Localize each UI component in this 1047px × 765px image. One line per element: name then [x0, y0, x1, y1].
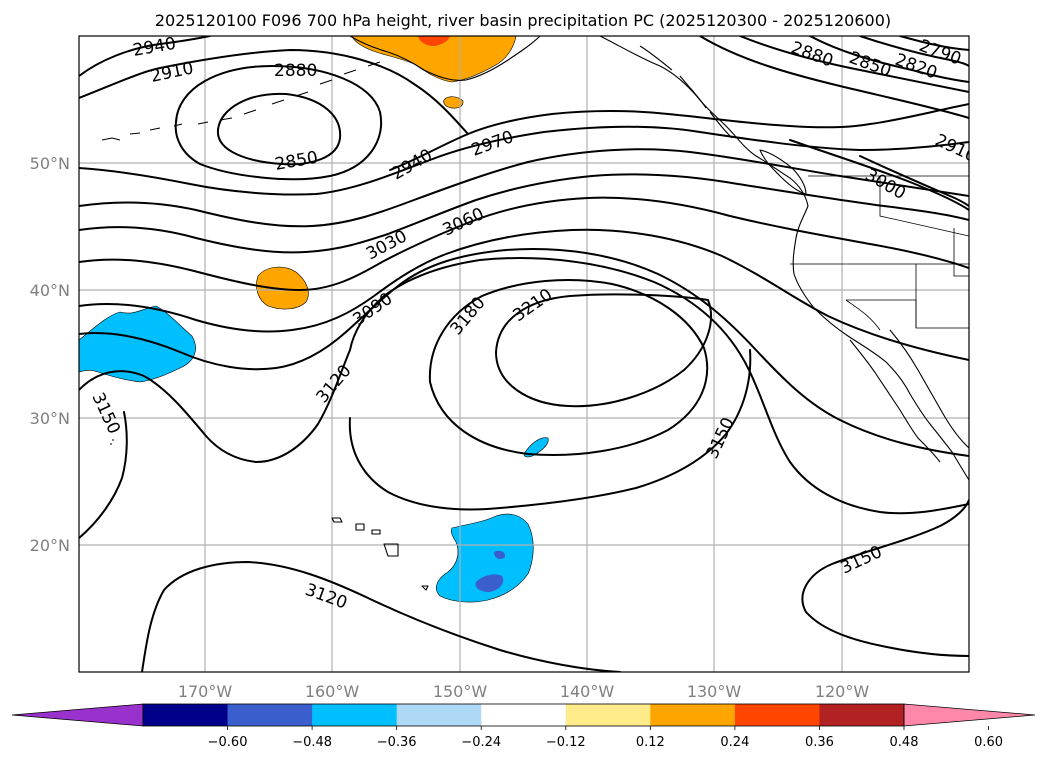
contour-3150-south [79, 411, 128, 539]
colorbar-segment [565, 704, 651, 726]
colorbar-segment [734, 704, 820, 726]
contour-3060 [79, 196, 969, 291]
lat-label-20n: 20°N [30, 536, 70, 555]
contour-3090 [79, 228, 969, 361]
longitude-labels: 170°W 160°W 150°W 140°W 130°W 120°W [178, 682, 870, 701]
label-2880-low: 2880 [274, 61, 317, 81]
colorbar-segment [650, 704, 736, 726]
colorbar-segment [819, 704, 905, 726]
map-title: 2025120100 F096 700 hPa height, river ba… [155, 11, 891, 30]
contour-3210 [495, 293, 712, 408]
shade-red-north [418, 36, 450, 46]
colorbar: −0.60 −0.48 −0.36 −0.24 −0.12 0.12 0.24 0.36 0.4… [11, 703, 1036, 750]
lat-label-40n: 40°N [30, 281, 70, 300]
map-frame [78, 35, 970, 673]
shade-orange-40n [256, 266, 309, 310]
lon-label-140w: 140°W [560, 682, 615, 701]
shade-orange-small [443, 96, 464, 109]
shade-blue-small-east [523, 437, 549, 458]
shade-orange-north [351, 36, 517, 83]
contour-3150-west [79, 349, 351, 463]
contour-3030 [79, 173, 969, 254]
shade-royalblue-1 [494, 550, 506, 560]
colorbar-segment [396, 704, 482, 726]
colorbar-tick-label: 0.48 [890, 735, 919, 750]
lon-label-170w: 170°W [178, 682, 233, 701]
lon-label-130w: 130°W [687, 682, 742, 701]
colorbar-segment [481, 704, 567, 726]
contour-2970 [79, 125, 969, 196]
precipitation-shading [79, 36, 549, 603]
state-borders [790, 176, 969, 331]
aleutian-islands [101, 61, 381, 141]
colorbar-outline [142, 703, 905, 727]
colorbar-extend-low [11, 703, 144, 727]
colorbar-tick-label: 0.24 [720, 735, 749, 750]
contour-3120-outer [349, 257, 969, 515]
colorbar-segment [143, 704, 229, 726]
latitude-labels: 50°N 40°N 30°N 20°N [30, 154, 70, 555]
colorbar-tick-label: 0.12 [636, 735, 665, 750]
colorbar-tick-label: 0.60 [974, 735, 1003, 750]
height-contours [79, 36, 969, 672]
shade-royalblue-2 [475, 574, 504, 592]
colorbar-tick-label: −0.12 [546, 735, 586, 750]
colorbar-tick-label: −0.60 [208, 735, 248, 750]
contour-ne-set [699, 36, 969, 211]
colorbar-tick-label: −0.48 [292, 735, 332, 750]
colorbar-segment [312, 704, 398, 726]
small-island-2 [110, 439, 114, 445]
colorbar-tick-label: −0.36 [377, 735, 417, 750]
contour-low-inner [216, 92, 342, 166]
contour-3000 [79, 148, 969, 228]
baja-california [849, 339, 941, 463]
contour-3150-se [801, 499, 969, 657]
contour-2910 [79, 49, 469, 135]
contour-2940 [79, 36, 969, 171]
colorbar-tick-label: −0.24 [461, 735, 501, 750]
contour-3120-south [141, 561, 621, 672]
hawaii-islands [331, 517, 429, 591]
colorbar-segment [227, 704, 313, 726]
contour-3180 [428, 279, 709, 456]
gulf-of-california-coast [889, 329, 969, 449]
contour-3150-inner-east [348, 349, 752, 511]
lon-label-160w: 160°W [305, 682, 360, 701]
lon-label-150w: 150°W [433, 682, 488, 701]
colorbar-extend-high [903, 703, 1036, 727]
lat-label-30n: 30°N [30, 409, 70, 428]
colorbar-tick-label: 0.36 [805, 735, 834, 750]
north-america-west-coast [599, 36, 969, 481]
lat-label-50n: 50°N [30, 154, 70, 173]
contour-low-outer [174, 65, 383, 181]
contour-3120-north [79, 248, 969, 457]
lon-label-120w: 120°W [815, 682, 870, 701]
alaska-coast [349, 36, 541, 81]
